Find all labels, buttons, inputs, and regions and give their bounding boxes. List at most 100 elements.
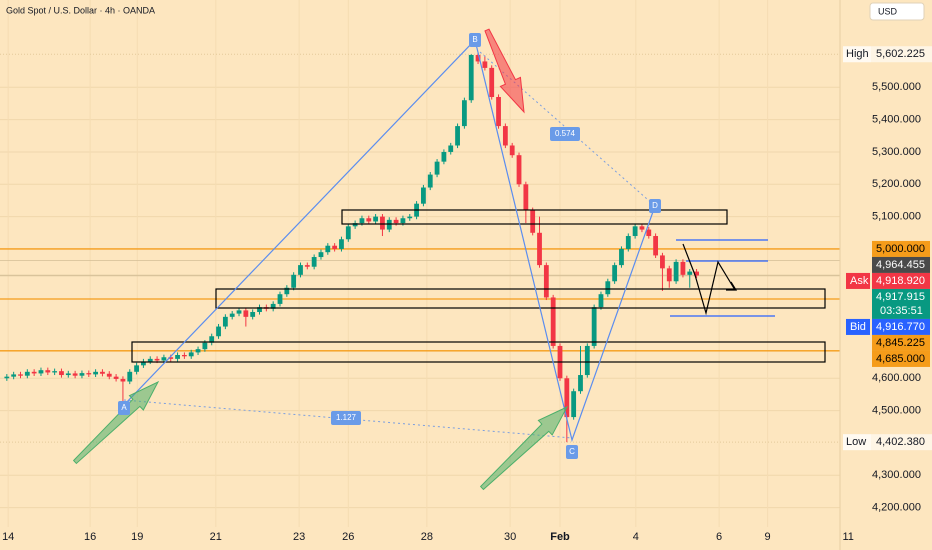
candle-body (38, 370, 44, 374)
candle-body (461, 100, 467, 127)
tag-label: Ask (850, 275, 869, 287)
candle-body (93, 371, 99, 375)
currency-button[interactable] (869, 2, 925, 21)
candle-body (373, 216, 379, 222)
x-tick-label: Feb (550, 531, 570, 543)
candle-body (209, 336, 215, 343)
price-box (872, 240, 930, 257)
candle-body (687, 271, 693, 275)
candle-body (530, 210, 536, 233)
pattern-point-box (469, 33, 481, 47)
candle-body (127, 371, 133, 382)
pattern-point: D (652, 201, 658, 210)
candle-body (229, 313, 235, 317)
candle-body (59, 371, 64, 376)
pattern-point: C (569, 447, 575, 456)
zone-box (215, 288, 826, 309)
pattern-point-box (566, 445, 578, 459)
price-label: 4,964.455 (876, 259, 925, 271)
arrow (72, 380, 160, 465)
x-tick-label: 6 (716, 531, 722, 543)
candle-body (523, 184, 529, 211)
candle-body (332, 245, 338, 249)
candle-body (591, 307, 597, 346)
candle-body (113, 376, 119, 379)
price-box (872, 256, 930, 273)
candle-body (24, 371, 30, 376)
x-tick-label: 14 (2, 531, 14, 543)
candle-body (79, 373, 85, 376)
zone-box (131, 341, 826, 363)
candle-body (11, 374, 17, 377)
candle-body (277, 294, 283, 304)
candle-body (639, 226, 645, 230)
y-tick-label: 5,300.000 (872, 146, 921, 158)
currency[interactable]: USD (878, 6, 898, 16)
candle-body (175, 354, 180, 359)
y-tick-label: 5,400.000 (872, 114, 921, 126)
grid (0, 0, 840, 527)
tag-box (846, 272, 870, 289)
candle-body (584, 345, 590, 376)
candle-body (605, 281, 611, 295)
candle-body (359, 218, 365, 224)
price-box (872, 334, 930, 351)
candle-body (666, 268, 672, 282)
candle-body (516, 155, 522, 185)
candle-body (195, 349, 201, 353)
candle-body (571, 391, 577, 418)
arrow (484, 28, 525, 114)
y-tick-label: 4,600.000 (872, 372, 921, 384)
candle-body (448, 145, 454, 152)
x-tick-label: 23 (293, 531, 305, 543)
levels (0, 53, 840, 443)
x-tick-label: 16 (84, 531, 96, 543)
x-tick-label: 30 (504, 531, 516, 543)
candle-body (386, 219, 392, 230)
candle-body (298, 265, 303, 275)
y-tick-label: 5,100.000 (872, 211, 921, 223)
pattern-point: B (472, 35, 477, 44)
chart-title: Gold Spot / U.S. Dollar · 4h · OANDA (6, 5, 155, 15)
candle-body (612, 265, 618, 282)
price-box (872, 318, 930, 335)
price-box (872, 272, 930, 289)
candle-body (543, 265, 549, 298)
candle-body (380, 216, 385, 230)
candle-body (304, 265, 310, 267)
candle-body (284, 287, 290, 295)
candle-body (161, 357, 167, 361)
ratio-box (331, 411, 361, 425)
candle-body (673, 261, 679, 282)
high-price-box (871, 46, 932, 63)
candle-body (318, 252, 324, 258)
candle-body (52, 371, 58, 373)
y-tick-label: 5,500.000 (872, 81, 921, 93)
drawings: A B C D 0.574 1.127 (72, 28, 826, 491)
candle-body (421, 187, 426, 204)
arrow (479, 405, 569, 491)
candle-body (270, 303, 276, 309)
tag-label: Bid (850, 321, 866, 333)
countdown: 03:35:51 (880, 305, 923, 317)
x-tick-label: 4 (633, 531, 639, 543)
price-label: 5,000.000 (876, 243, 925, 255)
low-tag (843, 434, 871, 451)
candle-body (100, 371, 105, 374)
y-tick-label: 4,200.000 (872, 502, 921, 514)
candle-body (291, 274, 297, 288)
candle-body (646, 229, 652, 237)
x-tick-label: 19 (131, 531, 143, 543)
price-label: 4,917.915 (876, 291, 925, 303)
candle-body (86, 373, 92, 375)
candle-body (441, 151, 447, 162)
candle-body (680, 261, 686, 275)
candle-body (598, 294, 604, 308)
y-tick-label: 4,300.000 (872, 469, 921, 481)
pattern-line (123, 38, 656, 443)
candle-body (202, 342, 208, 350)
candle-body (106, 373, 112, 377)
